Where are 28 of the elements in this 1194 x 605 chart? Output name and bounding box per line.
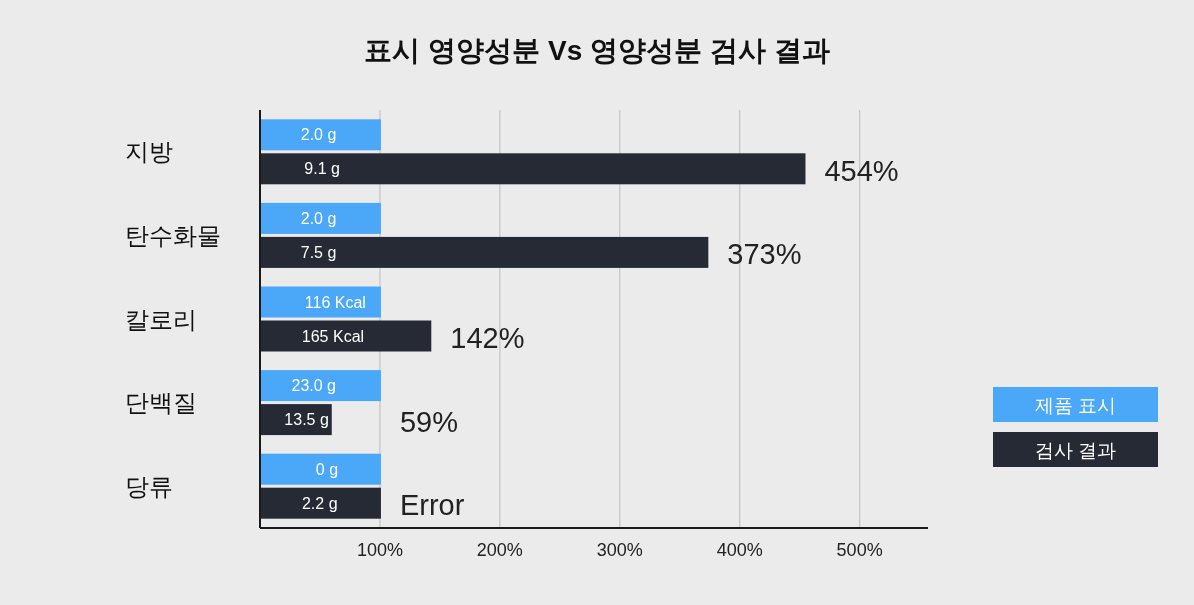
annotation: 0 g (315, 460, 339, 478)
legend-label: 검사 결과 (1034, 439, 1117, 461)
value-label: Error (399, 489, 465, 522)
category-label: 단백질 (125, 389, 197, 417)
annotation: 7.5 g (300, 243, 337, 261)
value-label: 59% (399, 405, 458, 438)
tick-label: 200% (476, 540, 523, 560)
value-label: 142% (450, 322, 525, 354)
annotation: 2.0 g (300, 126, 337, 144)
tick-label: 400% (716, 540, 763, 560)
tick-label: 100% (356, 540, 403, 560)
annotation: 165 Kcal (301, 327, 365, 345)
annotation: 23.0 g (291, 377, 336, 395)
category-label: 칼로리 (125, 305, 197, 333)
category-label: 당류 (125, 472, 173, 500)
tick-label: 300% (596, 540, 643, 560)
category-label: 지방 (125, 138, 173, 166)
annotation: 9.1 g (304, 160, 340, 178)
annotation: 2.2 g (301, 494, 338, 512)
value-label: 454% (824, 154, 899, 187)
value-label: 373% (727, 238, 802, 271)
annotation: 2.0 g (300, 209, 337, 227)
category-label: 탄수화물 (125, 221, 221, 249)
legend-label: 제품 표시 (1034, 394, 1117, 416)
annotation: 116 Kcal (304, 293, 366, 311)
tick-label: 500% (836, 540, 883, 560)
annotation: 13.5 g (284, 411, 329, 429)
title: 표시 영양성분 Vs 영양성분 검사 결과 (364, 35, 830, 66)
